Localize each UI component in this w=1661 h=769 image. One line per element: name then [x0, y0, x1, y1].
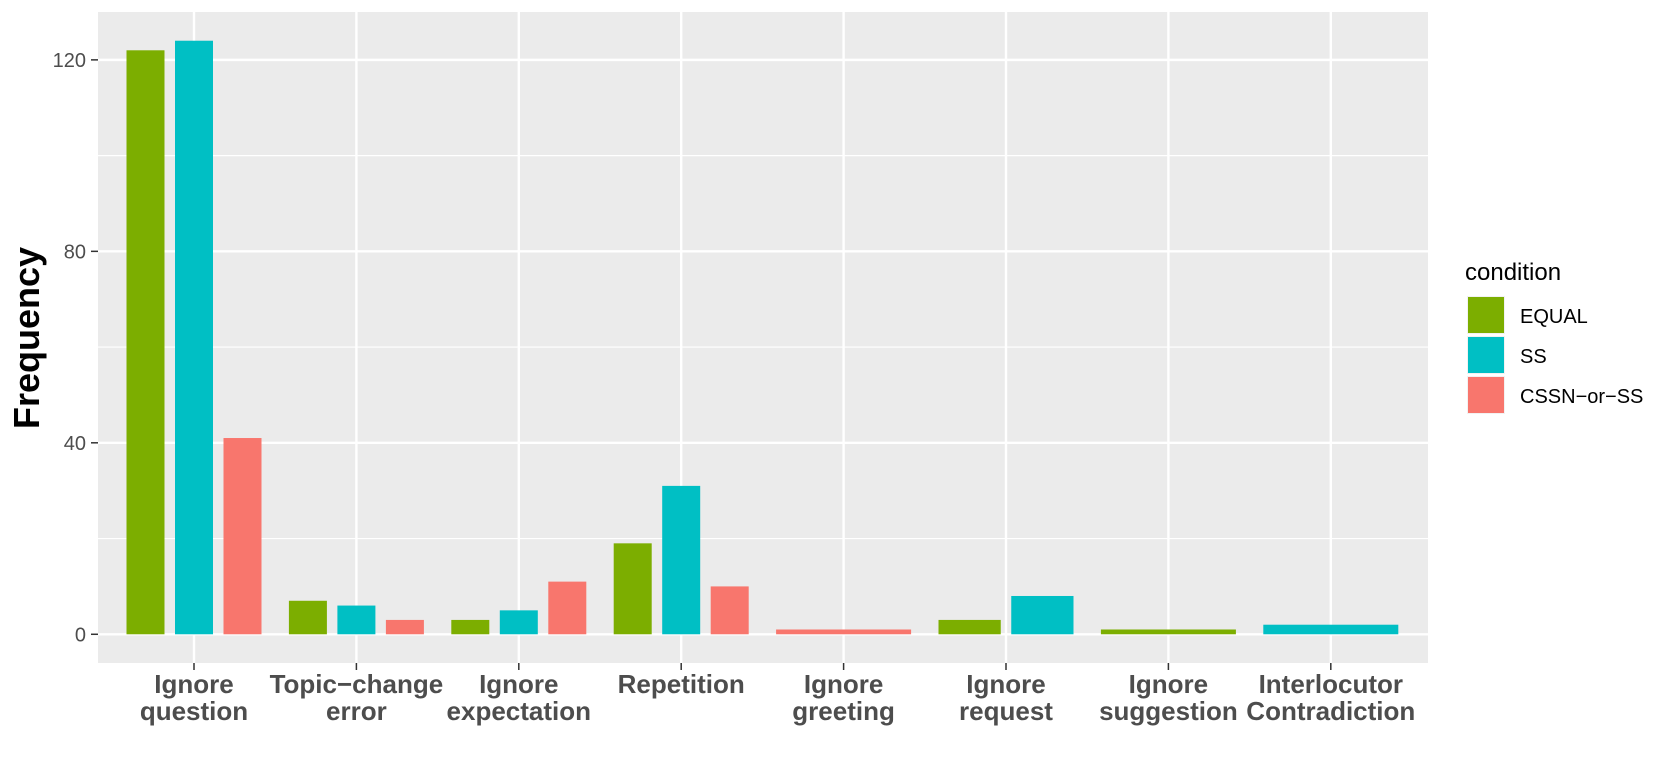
y-axis: 0 40 80 120 [53, 50, 98, 646]
y-axis-title: Frequency [6, 247, 47, 429]
bar [938, 619, 1001, 635]
legend-label: EQUAL [1520, 306, 1588, 328]
x-tick-label: Repetition [618, 669, 745, 699]
bars [126, 40, 1399, 635]
legend-label: CSSN−or−SS [1520, 386, 1643, 408]
bar [223, 438, 262, 635]
x-tick-label: Ignore request [959, 669, 1053, 726]
minor-gridlines [98, 155, 1428, 540]
bar [337, 605, 376, 635]
major-gridlines [98, 12, 1428, 663]
legend-swatch [1468, 337, 1504, 373]
x-tick-label: Ignore expectation [447, 669, 592, 726]
x-tick-label: Interlocutor Contradiction [1246, 669, 1415, 726]
legend-label: SS [1520, 346, 1547, 368]
bar [126, 50, 165, 635]
bar [385, 619, 424, 635]
x-tick-label: Ignore greeting [792, 669, 895, 726]
bar [451, 619, 490, 635]
x-tick-label: Ignore question [140, 669, 248, 726]
bar [175, 40, 213, 635]
bar [548, 581, 587, 635]
y-tick-label: 120 [53, 50, 86, 72]
bar [1011, 595, 1074, 635]
bar [776, 629, 912, 635]
bar [1100, 629, 1236, 635]
bar [662, 485, 701, 635]
bar [499, 610, 538, 635]
bar [1263, 624, 1399, 635]
y-tick-label: 40 [64, 433, 86, 455]
legend: condition EQUAL SS CSSN−or−SS [1465, 259, 1643, 414]
legend-swatch [1468, 377, 1504, 413]
bar [613, 543, 652, 635]
bar [710, 586, 749, 635]
y-tick-label: 0 [75, 624, 86, 646]
plot-panel [98, 12, 1428, 663]
bar [288, 600, 327, 635]
legend-swatch [1468, 297, 1504, 333]
legend-title: condition [1465, 259, 1561, 286]
x-tick-label: Topic−change error [270, 669, 444, 726]
y-tick-label: 80 [64, 241, 86, 263]
x-tick-label: Ignore suggestion [1099, 669, 1238, 726]
